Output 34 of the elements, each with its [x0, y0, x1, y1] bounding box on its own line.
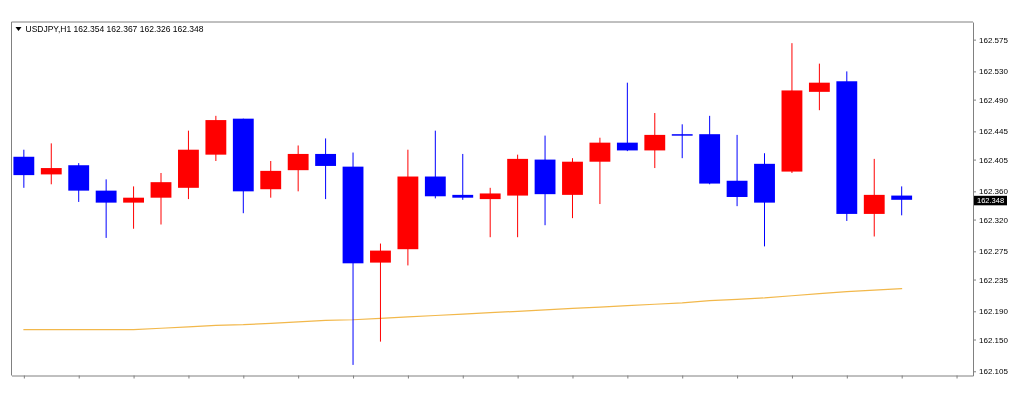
chart-title: USDJPY,H1 162.354 162.367 162.326 162.348: [25, 24, 204, 34]
candlestick: [315, 137, 337, 200]
candlestick: [123, 185, 144, 230]
candlestick: [370, 243, 391, 343]
candlestick: [589, 137, 611, 205]
y-tick-label: 162.405: [979, 155, 1009, 165]
candlestick: [644, 112, 666, 169]
y-tick-label: 162.575: [979, 35, 1009, 45]
y-tick-label: 162.190: [979, 307, 1009, 317]
candlestick: [616, 82, 638, 152]
y-tick-label: 162.320: [979, 215, 1009, 225]
candlestick: [479, 187, 501, 238]
candlestick: [891, 185, 913, 216]
y-tick-label: 162.445: [979, 127, 1009, 137]
line-series: [23, 288, 903, 331]
candlestick: [452, 153, 474, 201]
y-tick-label: 162.360: [979, 187, 1009, 197]
candlestick: [260, 160, 282, 199]
candlestick: [808, 63, 830, 111]
candlestick: [95, 178, 117, 239]
y-tick-label: 162.235: [979, 275, 1009, 285]
candlestick: [424, 130, 446, 199]
candlestick: [726, 134, 748, 207]
y-tick-label: 162.490: [979, 95, 1009, 105]
candlestick: [671, 123, 693, 159]
y-tick-label: 162.530: [979, 67, 1009, 77]
candlestick: [13, 149, 35, 189]
candlestick: [863, 158, 885, 237]
candlestick: [287, 144, 309, 192]
y-tick-label: 162.105: [979, 367, 1009, 377]
y-tick-label: 162.150: [979, 335, 1009, 345]
candlestick: [150, 172, 172, 225]
candlestick: [40, 142, 62, 185]
y-tick-label: 162.275: [979, 247, 1009, 257]
